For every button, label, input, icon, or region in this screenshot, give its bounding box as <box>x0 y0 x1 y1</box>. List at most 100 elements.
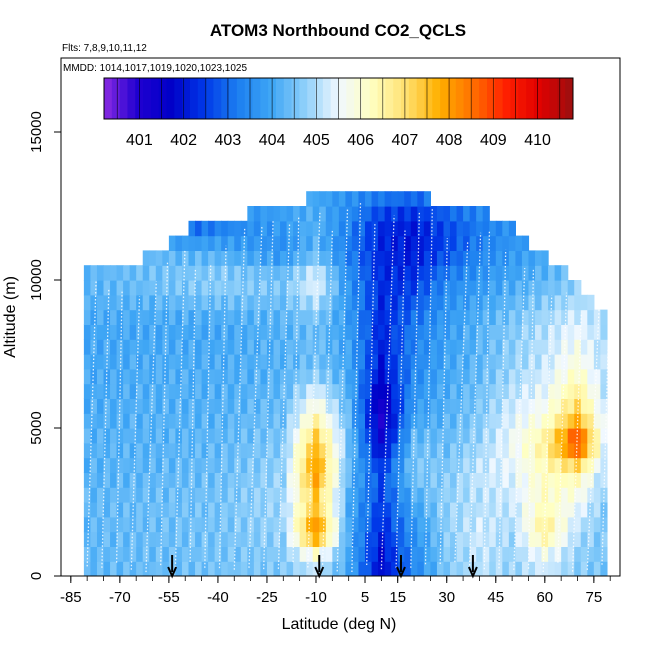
heatmap-cell <box>600 487 608 503</box>
heatmap-cell <box>83 324 92 340</box>
heatmap-cell <box>142 457 150 473</box>
heatmap-cell <box>358 442 366 459</box>
heatmap-cell <box>476 472 484 488</box>
heatmap-cell <box>508 546 516 562</box>
heatmap-cell <box>378 516 386 533</box>
heatmap-cell <box>587 383 595 399</box>
heatmap-cell <box>548 487 556 503</box>
heatmap-cell <box>423 354 431 370</box>
x-tick-label: -40 <box>207 589 229 606</box>
heatmap-cell <box>378 324 386 340</box>
heatmap-cell <box>450 561 458 576</box>
heatmap-cell <box>515 546 523 562</box>
heatmap-cell <box>240 354 248 370</box>
heatmap-cell <box>358 235 366 251</box>
heatmap-cell <box>208 339 216 355</box>
heatmap-cell <box>495 413 503 429</box>
heatmap-cell <box>312 413 320 429</box>
heatmap-cell <box>319 457 327 473</box>
heatmap-cell <box>495 250 503 266</box>
heatmap-cell <box>201 472 209 488</box>
heatmap-cell <box>489 294 497 311</box>
heatmap-cell <box>273 428 281 444</box>
heatmap-cell <box>535 398 543 414</box>
heatmap-cell <box>208 265 216 281</box>
heatmap-cell <box>463 368 471 385</box>
heatmap-cell <box>423 280 431 296</box>
heatmap-cell <box>574 546 582 562</box>
heatmap-cell <box>123 324 131 340</box>
heatmap-cell <box>286 398 294 414</box>
heatmap-cell <box>345 368 353 385</box>
heatmap-cell <box>136 546 144 562</box>
heatmap-cell <box>528 442 536 459</box>
heatmap-cell <box>110 265 118 281</box>
heatmap-cell <box>580 442 588 459</box>
heatmap-cell <box>391 457 399 473</box>
heatmap-cell <box>528 398 536 414</box>
heatmap-cell <box>286 265 294 281</box>
heatmap-cell <box>175 487 183 503</box>
y-tick-label: 0 <box>28 572 45 580</box>
heatmap-cell <box>450 324 458 340</box>
heatmap-cell <box>188 354 196 370</box>
heatmap-cell <box>600 339 608 355</box>
heatmap-cell <box>299 235 307 251</box>
heatmap-cell <box>332 546 340 562</box>
heatmap-cell <box>410 220 418 237</box>
heatmap-cell <box>116 280 124 296</box>
flight-track <box>513 268 526 570</box>
heatmap-cell <box>221 428 229 444</box>
heatmap-cell <box>195 457 203 473</box>
heatmap-cell <box>358 472 366 488</box>
heatmap-cell <box>110 502 118 518</box>
heatmap-cell <box>436 502 445 518</box>
heatmap-cell <box>175 354 183 370</box>
heatmap-cell <box>423 546 431 562</box>
heatmap-cell <box>234 531 242 547</box>
colorbar-swatch <box>346 78 355 119</box>
heatmap-cell <box>535 250 543 266</box>
heatmap-cell <box>306 191 314 207</box>
heatmap-cell <box>378 280 386 296</box>
heatmap-cell <box>456 472 464 488</box>
heatmap-cell <box>103 487 111 503</box>
heatmap-cell <box>436 428 445 444</box>
heatmap-cell <box>293 561 301 576</box>
heatmap-cell <box>430 472 438 488</box>
heatmap-cell <box>502 561 510 576</box>
heatmap-cell <box>319 354 327 370</box>
heatmap-cell <box>417 442 425 459</box>
heatmap-cell <box>397 531 405 547</box>
heatmap-cell <box>214 546 222 562</box>
heatmap-cell <box>450 235 458 251</box>
heatmap-cell <box>123 428 131 444</box>
heatmap-cell <box>273 294 281 311</box>
heatmap-cell <box>489 383 497 399</box>
heatmap-cell <box>593 457 601 473</box>
colorbar-swatch <box>541 78 551 119</box>
heatmap-cell <box>600 531 608 547</box>
heatmap-cell <box>83 442 92 459</box>
x-tick-label: -70 <box>109 589 131 606</box>
heatmap-cell <box>423 487 431 503</box>
heatmap-cell <box>214 472 222 488</box>
heatmap-cell <box>181 487 190 503</box>
heatmap-cell <box>410 487 418 503</box>
heatmap-cell <box>404 502 412 518</box>
flight-track <box>366 223 376 566</box>
heatmap-cell <box>247 354 255 370</box>
heatmap-cell <box>410 442 418 459</box>
heatmap-cell <box>482 250 490 266</box>
heatmap-cell <box>155 383 163 399</box>
heatmap-cell <box>123 413 131 429</box>
x-tick-label: -55 <box>158 589 180 606</box>
heatmap-cell <box>208 354 216 370</box>
heatmap-cell <box>149 502 157 518</box>
heatmap-cell <box>423 398 431 414</box>
heatmap-cell <box>443 235 451 251</box>
heatmap-cell <box>129 531 137 547</box>
heatmap-cell <box>482 294 490 311</box>
heatmap-cell <box>214 487 222 503</box>
